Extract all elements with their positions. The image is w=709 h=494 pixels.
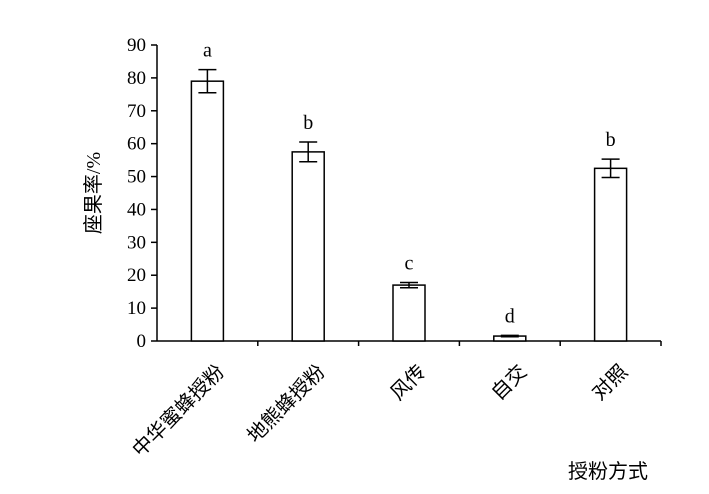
significance-letter: a [203, 40, 212, 62]
bar [190, 80, 225, 342]
bar [291, 151, 325, 342]
y-tick-label: 40 [127, 199, 146, 220]
x-tick-label: 地熊蜂授粉 [243, 360, 330, 447]
y-axis-label: 座果率/% [82, 152, 105, 234]
y-tick-label: 10 [127, 298, 146, 319]
y-tick-label: 80 [127, 68, 146, 89]
y-tick-label: 50 [127, 167, 146, 188]
x-axis: 中华蜜蜂授粉 地熊蜂授粉 风传 自交 对照 [128, 340, 662, 461]
y-tick-label: 90 [127, 35, 146, 56]
y-tick-label: 0 [137, 331, 147, 352]
significance-letter: b [303, 112, 313, 134]
y-tick-label: 70 [127, 101, 146, 122]
bars: a b c d b [190, 40, 628, 342]
significance-letter: d [505, 305, 515, 327]
x-axis-label: 授粉方式 [568, 460, 648, 483]
x-tick-label: 自交 [487, 360, 532, 405]
y-tick-label: 30 [127, 232, 146, 253]
significance-letter: c [405, 252, 414, 274]
x-tick-label: 中华蜜蜂授粉 [128, 360, 229, 461]
y-tick-label: 20 [127, 265, 146, 286]
x-tick-label: 对照 [588, 360, 633, 405]
bar [593, 167, 628, 342]
bar [392, 284, 426, 342]
x-tick-label: 风传 [386, 360, 431, 405]
y-axis: 0 10 20 30 40 50 60 70 80 90 [127, 35, 158, 352]
significance-letter: b [606, 129, 616, 151]
y-tick-label: 60 [127, 134, 146, 155]
